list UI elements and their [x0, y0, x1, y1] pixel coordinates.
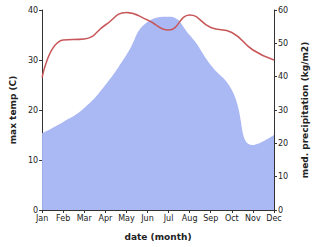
svg-text:Oct: Oct [225, 214, 239, 223]
svg-text:40: 40 [278, 72, 288, 81]
svg-text:max temp (C): max temp (C) [8, 76, 18, 145]
svg-text:Nov: Nov [245, 214, 261, 223]
svg-text:Jan: Jan [35, 214, 48, 223]
svg-text:50: 50 [278, 39, 288, 48]
svg-text:10: 10 [278, 172, 288, 181]
svg-text:Sep: Sep [203, 214, 218, 223]
svg-text:Jul: Jul [163, 214, 174, 223]
svg-text:30: 30 [278, 106, 288, 115]
svg-text:Feb: Feb [56, 214, 70, 223]
svg-text:30: 30 [28, 56, 38, 65]
svg-text:0: 0 [33, 205, 39, 215]
svg-text:Aug: Aug [182, 214, 198, 223]
svg-text:10: 10 [28, 156, 38, 165]
svg-text:20: 20 [28, 106, 38, 115]
svg-text:60: 60 [278, 6, 288, 15]
svg-text:date (month): date (month) [125, 232, 192, 242]
svg-text:med. precipitation (kg/m2): med. precipitation (kg/m2) [300, 42, 310, 178]
svg-text:40: 40 [28, 6, 38, 15]
svg-text:Mar: Mar [77, 214, 93, 223]
svg-text:Dec: Dec [266, 214, 281, 223]
svg-text:Jun: Jun [140, 214, 154, 223]
svg-text:20: 20 [278, 139, 288, 148]
svg-text:0: 0 [278, 205, 284, 215]
svg-text:May: May [118, 214, 135, 223]
svg-text:Apr: Apr [98, 214, 113, 223]
